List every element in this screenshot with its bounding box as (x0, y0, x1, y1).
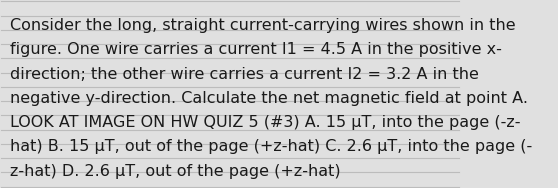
Text: LOOK AT IMAGE ON HW QUIZ 5 (#3) A. 15 μT, into the page (-z-: LOOK AT IMAGE ON HW QUIZ 5 (#3) A. 15 μT… (9, 115, 520, 130)
Text: hat) B. 15 μT, out of the page (+z-hat) C. 2.6 μT, into the page (-: hat) B. 15 μT, out of the page (+z-hat) … (9, 139, 532, 154)
Text: direction; the other wire carries a current I2 = 3.2 A in the: direction; the other wire carries a curr… (9, 67, 479, 82)
Text: figure. One wire carries a current I1 = 4.5 A in the positive x-: figure. One wire carries a current I1 = … (9, 42, 502, 57)
Text: Consider the long, straight current-carrying wires shown in the: Consider the long, straight current-carr… (9, 18, 515, 33)
Text: negative y-direction. Calculate the net magnetic field at point A.: negative y-direction. Calculate the net … (9, 91, 528, 106)
Text: z-hat) D. 2.6 μT, out of the page (+z-hat): z-hat) D. 2.6 μT, out of the page (+z-ha… (9, 164, 340, 179)
